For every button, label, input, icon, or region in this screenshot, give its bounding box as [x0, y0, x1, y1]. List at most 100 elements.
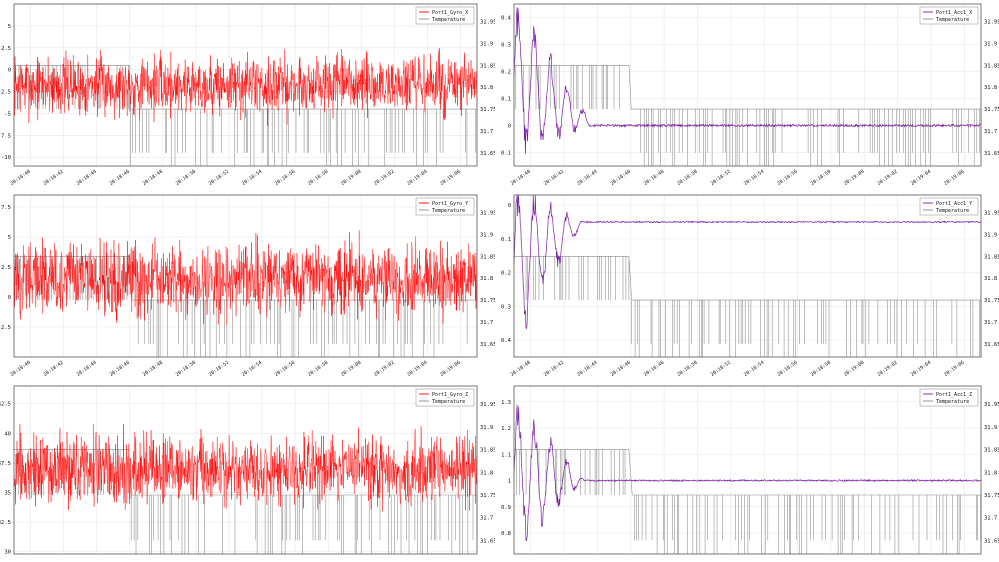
y-tick-label: 1.1	[501, 452, 511, 458]
legend-label: Port1_Acc1_Z	[936, 392, 972, 398]
y2-tick-label: 31.8	[984, 85, 997, 91]
y-tick-label: 5	[8, 235, 11, 241]
y-tick-label: -7.5	[0, 133, 11, 139]
y2-tick-label: 31.9	[480, 232, 493, 238]
chart-acc-x: 0.4 0.3 0.2 0.1 0 -0.1 31.95 31.9 31.85 31.8 31.75…	[500, 0, 999, 188]
x-tick-label: 20:18:46	[610, 169, 632, 187]
legend-label: Temperature	[432, 208, 465, 214]
legend-box	[919, 6, 979, 25]
chart-svg: 0 -0.1 -0.2 -0.3 -0.4 31.95 31.9 31.85 31.8 31.75…	[500, 194, 999, 378]
x-tick-label: 20:18:42	[543, 360, 565, 378]
x-tick-label: 20:19:04	[910, 360, 932, 378]
x-tick-label: 20:18:50	[175, 360, 197, 378]
y-tick-label: 2.5	[1, 265, 11, 271]
chart-gyro-z: 42.5 40 37.5 35 32.5 30 31.95 31.9 31.85 31.8 31.7…	[0, 382, 495, 562]
y-tick-label: 0	[508, 124, 511, 130]
y2-tick-label: 31.8	[480, 276, 493, 282]
y2-tick-label: 31.85	[984, 254, 999, 260]
y2-tick-label: 31.75	[480, 298, 495, 304]
y2-tick-label: 31.85	[984, 448, 999, 454]
y2-tick-label: 31.7	[480, 320, 493, 326]
legend-box	[415, 197, 475, 216]
temperature-series	[514, 65, 982, 166]
y2-tick-label: 31.65	[984, 342, 999, 348]
y-tick-label: -2.5	[0, 325, 11, 331]
x-tick-label: 20:18:56	[776, 360, 798, 378]
y2-tick-label: 31.95	[480, 402, 495, 408]
x-tick-label: 20:18:58	[307, 360, 329, 378]
plot-frame	[513, 194, 982, 358]
x-tick-label: 20:18:48	[643, 360, 665, 378]
x-tick-label: 20:19:04	[406, 169, 428, 187]
chart-acc-z: 1.3 1.2 1.1 1 0.9 0.8 31.95 31.9 31.85 31.8 31.75 3…	[500, 382, 999, 562]
y2-tick-label: 31.85	[984, 63, 999, 69]
y-tick-label: 37.5	[0, 461, 11, 467]
x-tick-label: 20:18:56	[274, 169, 296, 187]
y2-tick-label: 31.9	[984, 41, 997, 47]
y2-tick-label: 31.9	[480, 425, 493, 431]
legend-label: Temperature	[936, 17, 969, 23]
x-tick-label: 20:18:56	[274, 360, 296, 378]
y-tick-label: -0.1	[500, 151, 511, 157]
sensor-series	[513, 7, 982, 154]
legend-box	[415, 6, 475, 25]
y-tick-label: -0.1	[500, 237, 511, 243]
y2-tick-label: 31.65	[984, 538, 999, 544]
x-tick-label: 20:18:44	[75, 169, 97, 187]
y-tick-label: 32.5	[0, 520, 11, 526]
y-tick-label: 0	[8, 295, 11, 301]
y2-tick-label: 31.8	[480, 470, 493, 476]
y-tick-label: 42.5	[0, 402, 11, 408]
legend-label: Port1_Gyro_X	[432, 10, 468, 16]
legend-label: Port1_Acc1_X	[936, 10, 972, 16]
plot-frame	[13, 385, 478, 555]
x-tick-label: 20:18:48	[142, 360, 164, 378]
temperature-series	[514, 449, 982, 554]
y-tick-label: 35	[4, 490, 11, 496]
plot-frame	[13, 194, 478, 358]
x-tick-label: 20:18:40	[9, 360, 31, 378]
x-tick-label: 20:19:02	[373, 169, 395, 187]
y2-tick-label: 31.75	[984, 493, 999, 499]
y-tick-label: 0.4	[501, 16, 512, 22]
y2-tick-label: 31.75	[480, 493, 495, 499]
chart-gyro-x: 5 2.5 0 -2.5 -5 -7.5 -10 31.95 31.9 31.85 31.8 31.7…	[0, 0, 495, 188]
x-tick-label: 20:19:04	[910, 169, 932, 187]
x-tick-label: 20:18:48	[142, 169, 164, 187]
y2-tick-label: 31.85	[480, 254, 495, 260]
temperature-series	[514, 256, 982, 357]
y-tick-label: -0.4	[500, 338, 512, 344]
y-tick-label: -10	[1, 155, 11, 161]
x-tick-label: 20:18:44	[576, 169, 598, 187]
plot-frame	[13, 3, 478, 167]
x-tick-label: 20:19:06	[439, 169, 461, 187]
y2-tick-label: 31.65	[984, 151, 999, 157]
y2-tick-label: 31.8	[480, 85, 493, 91]
x-tick-label: 20:18:58	[810, 169, 832, 187]
y2-tick-label: 31.65	[480, 151, 495, 157]
y-tick-label: 0.2	[501, 70, 511, 76]
y2-tick-label: 31.95	[984, 20, 999, 26]
x-tick-label: 20:19:00	[843, 360, 865, 378]
chart-svg: 0.4 0.3 0.2 0.1 0 -0.1 31.95 31.9 31.85 31.8 31.75…	[500, 3, 999, 187]
sensor-series	[13, 424, 478, 512]
legend-label: Port1_Gyro_Z	[432, 392, 468, 398]
temperature-series	[14, 65, 477, 166]
plot-frame	[513, 385, 982, 555]
y-tick-label: 0.8	[501, 531, 511, 537]
sensor-series	[13, 48, 478, 126]
y2-tick-label: 31.85	[480, 448, 495, 454]
y-tick-label: 2.5	[1, 46, 11, 52]
x-tick-label: 20:19:00	[340, 169, 362, 187]
x-tick-label: 20:18:52	[208, 360, 230, 378]
y2-tick-label: 31.95	[984, 211, 999, 217]
y-tick-label: 7.5	[1, 205, 11, 211]
legend-label: Port1_Acc1_Y	[936, 201, 972, 207]
x-tick-label: 20:18:54	[241, 360, 263, 378]
y-tick-labels: 0 -0.1 -0.2 -0.3 -0.4 31.95 31.9 31.85 31.8 31.75…	[500, 203, 999, 348]
x-tick-label: 20:18:42	[42, 169, 64, 187]
